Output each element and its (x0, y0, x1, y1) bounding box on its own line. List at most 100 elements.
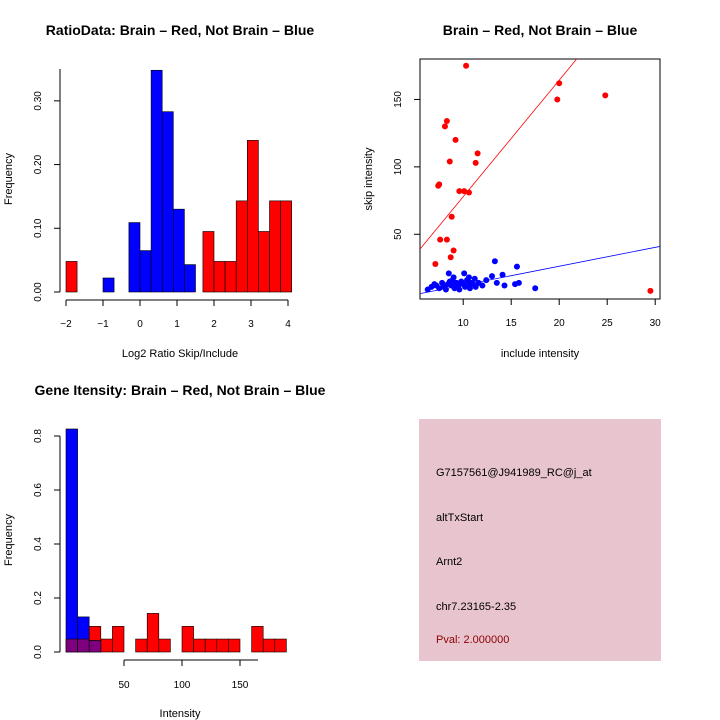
not-brain-point-4 (436, 285, 443, 292)
gene-intensity-ylabel: Frequency (3, 514, 15, 566)
brain-point-2 (441, 123, 448, 130)
intensity-scatter-points (424, 62, 654, 294)
brain-point-15 (448, 213, 455, 220)
brain-intensity-bar-14 (262, 638, 276, 653)
not-brain-point-39 (450, 274, 457, 281)
not-brain-point-41 (465, 274, 472, 281)
gene-intensity-xlabel: Intensity (160, 708, 201, 720)
ratio-histogram-title: RatioData: Brain – Red, Not Brain – Blue (46, 22, 315, 38)
brain-point-4 (556, 80, 563, 87)
brain-point-17 (447, 254, 454, 261)
brain-intensity-bar-5 (135, 638, 148, 653)
overlap-intensity-bar-2 (88, 640, 102, 653)
brain-point-10 (456, 188, 463, 195)
not-brain-point-38 (532, 285, 539, 292)
not-brain-point-15 (456, 286, 463, 293)
brain-intensity-bar-9 (193, 638, 206, 653)
not-brain-point-29 (483, 277, 490, 284)
ratio-y-tick-label: 0.10 (33, 218, 44, 238)
ratio-x-tick-label: 4 (285, 319, 291, 330)
red-regression-line (420, 59, 578, 250)
scatter-x-tick-label: 15 (506, 318, 518, 329)
ratio-x-tick-label: −1 (97, 319, 109, 330)
brain-intensity-bar-7 (158, 638, 171, 653)
intensity-x-tick-label: 100 (174, 680, 191, 691)
brain-ratio-bar-1 (202, 231, 215, 293)
ratio-y-tick-label: 0.30 (33, 91, 44, 111)
intensity-y-tick-label: 0.2 (33, 591, 44, 605)
scatter-x-tick-label: 20 (554, 318, 566, 329)
not-brain-ratio-bar-3 (150, 69, 163, 293)
not-brain-intensity-bar-0 (65, 428, 78, 653)
info-event-type: altTxStart (436, 512, 483, 524)
not-brain-point-32 (493, 279, 500, 286)
not-brain-point-18 (461, 270, 468, 277)
ratio-y-tick-label: 0.00 (33, 282, 44, 302)
intensity-y-tick-label: 0.4 (33, 537, 44, 551)
brain-point-12 (465, 189, 472, 196)
info-location: chr7.23165-2.35 (436, 601, 516, 613)
ratio-y-tick-label: 0.20 (33, 154, 44, 174)
brain-point-0 (463, 62, 470, 69)
intensity-scatter-y-ticks: 50 100 150 (393, 91, 420, 240)
intensity-x-tick-label: 50 (118, 680, 130, 691)
brain-point-3 (452, 136, 459, 143)
brain-ratio-bar-2 (213, 261, 226, 293)
brain-intensity-bar-12 (228, 638, 241, 653)
brain-intensity-bar-15 (274, 638, 287, 653)
not-brain-ratio-bar-4 (161, 111, 174, 293)
info-pval: Pval: 2.000000 (436, 634, 509, 646)
scatter-x-tick-label: 30 (650, 318, 662, 329)
ratio-histogram-y-ticks: 0.00 0.10 0.20 0.30 (33, 91, 60, 302)
intensity-y-tick-label: 0.6 (33, 483, 44, 497)
intensity-scatter-xlabel: include intensity (501, 348, 580, 360)
gene-intensity-x-ticks: 50 100 150 (118, 660, 249, 691)
not-brain-ratio-bar-2 (139, 250, 152, 293)
intensity-scatter-frame (419, 58, 661, 300)
intensity-scatter-title: Brain – Red, Not Brain – Blue (443, 22, 638, 38)
brain-point-21 (647, 287, 654, 294)
not-brain-ratio-bar-6 (184, 264, 196, 293)
info-panel-background (419, 419, 661, 661)
brain-intensity-bar-8 (181, 626, 194, 653)
scatter-y-tick-label: 150 (393, 91, 404, 108)
not-brain-point-34 (501, 282, 508, 289)
brain-point-9 (446, 158, 453, 165)
brain-intensity-bar-10 (204, 638, 218, 653)
gene-intensity-y-ticks: 0.0 0.2 0.4 0.6 0.8 (33, 429, 60, 659)
brain-point-6 (602, 92, 609, 99)
intensity-x-tick-label: 150 (232, 680, 249, 691)
scatter-y-tick-label: 50 (393, 228, 404, 240)
brain-intensity-bar-3 (100, 638, 113, 653)
intensity-y-tick-label: 0.8 (33, 429, 44, 443)
gene-intensity-bars (65, 428, 287, 653)
brain-point-11 (461, 188, 468, 195)
brain-ratio-bar-4 (235, 200, 248, 293)
ratio-x-tick-label: 3 (248, 319, 254, 330)
ratio-x-tick-label: −2 (60, 319, 72, 330)
gene-intensity-histogram: Gene Itensity: Brain – Red, Not Brain – … (3, 382, 326, 720)
brain-point-8 (472, 159, 479, 166)
scatter-x-tick-label: 25 (602, 318, 614, 329)
ratio-histogram-bars (65, 69, 293, 293)
brain-point-16 (450, 247, 457, 254)
brain-ratio-bar-3 (224, 261, 237, 293)
brain-intensity-bar-11 (216, 638, 229, 653)
brain-ratio-bar-5 (247, 140, 259, 293)
not-brain-point-36 (513, 263, 520, 270)
intensity-y-tick-label: 0.0 (33, 645, 44, 659)
brain-point-14 (435, 182, 442, 189)
brain-intensity-bar-6 (146, 613, 160, 653)
scatter-x-tick-label: 10 (458, 318, 470, 329)
not-brain-point-7 (442, 286, 449, 293)
brain-intensity-bar-top-2 (88, 626, 102, 641)
ratio-x-tick-label: 2 (211, 319, 217, 330)
not-brain-point-33 (499, 271, 506, 278)
not-brain-point-30 (489, 273, 495, 280)
ratio-histogram: RatioData: Brain – Red, Not Brain – Blue… (3, 22, 314, 360)
ratio-histogram-ylabel: Frequency (3, 153, 15, 205)
brain-point-18 (437, 236, 444, 243)
intensity-scatter-x-ticks: 10 15 20 25 30 (458, 299, 662, 329)
gene-intensity-title: Gene Itensity: Brain – Red, Not Brain – … (35, 382, 326, 398)
